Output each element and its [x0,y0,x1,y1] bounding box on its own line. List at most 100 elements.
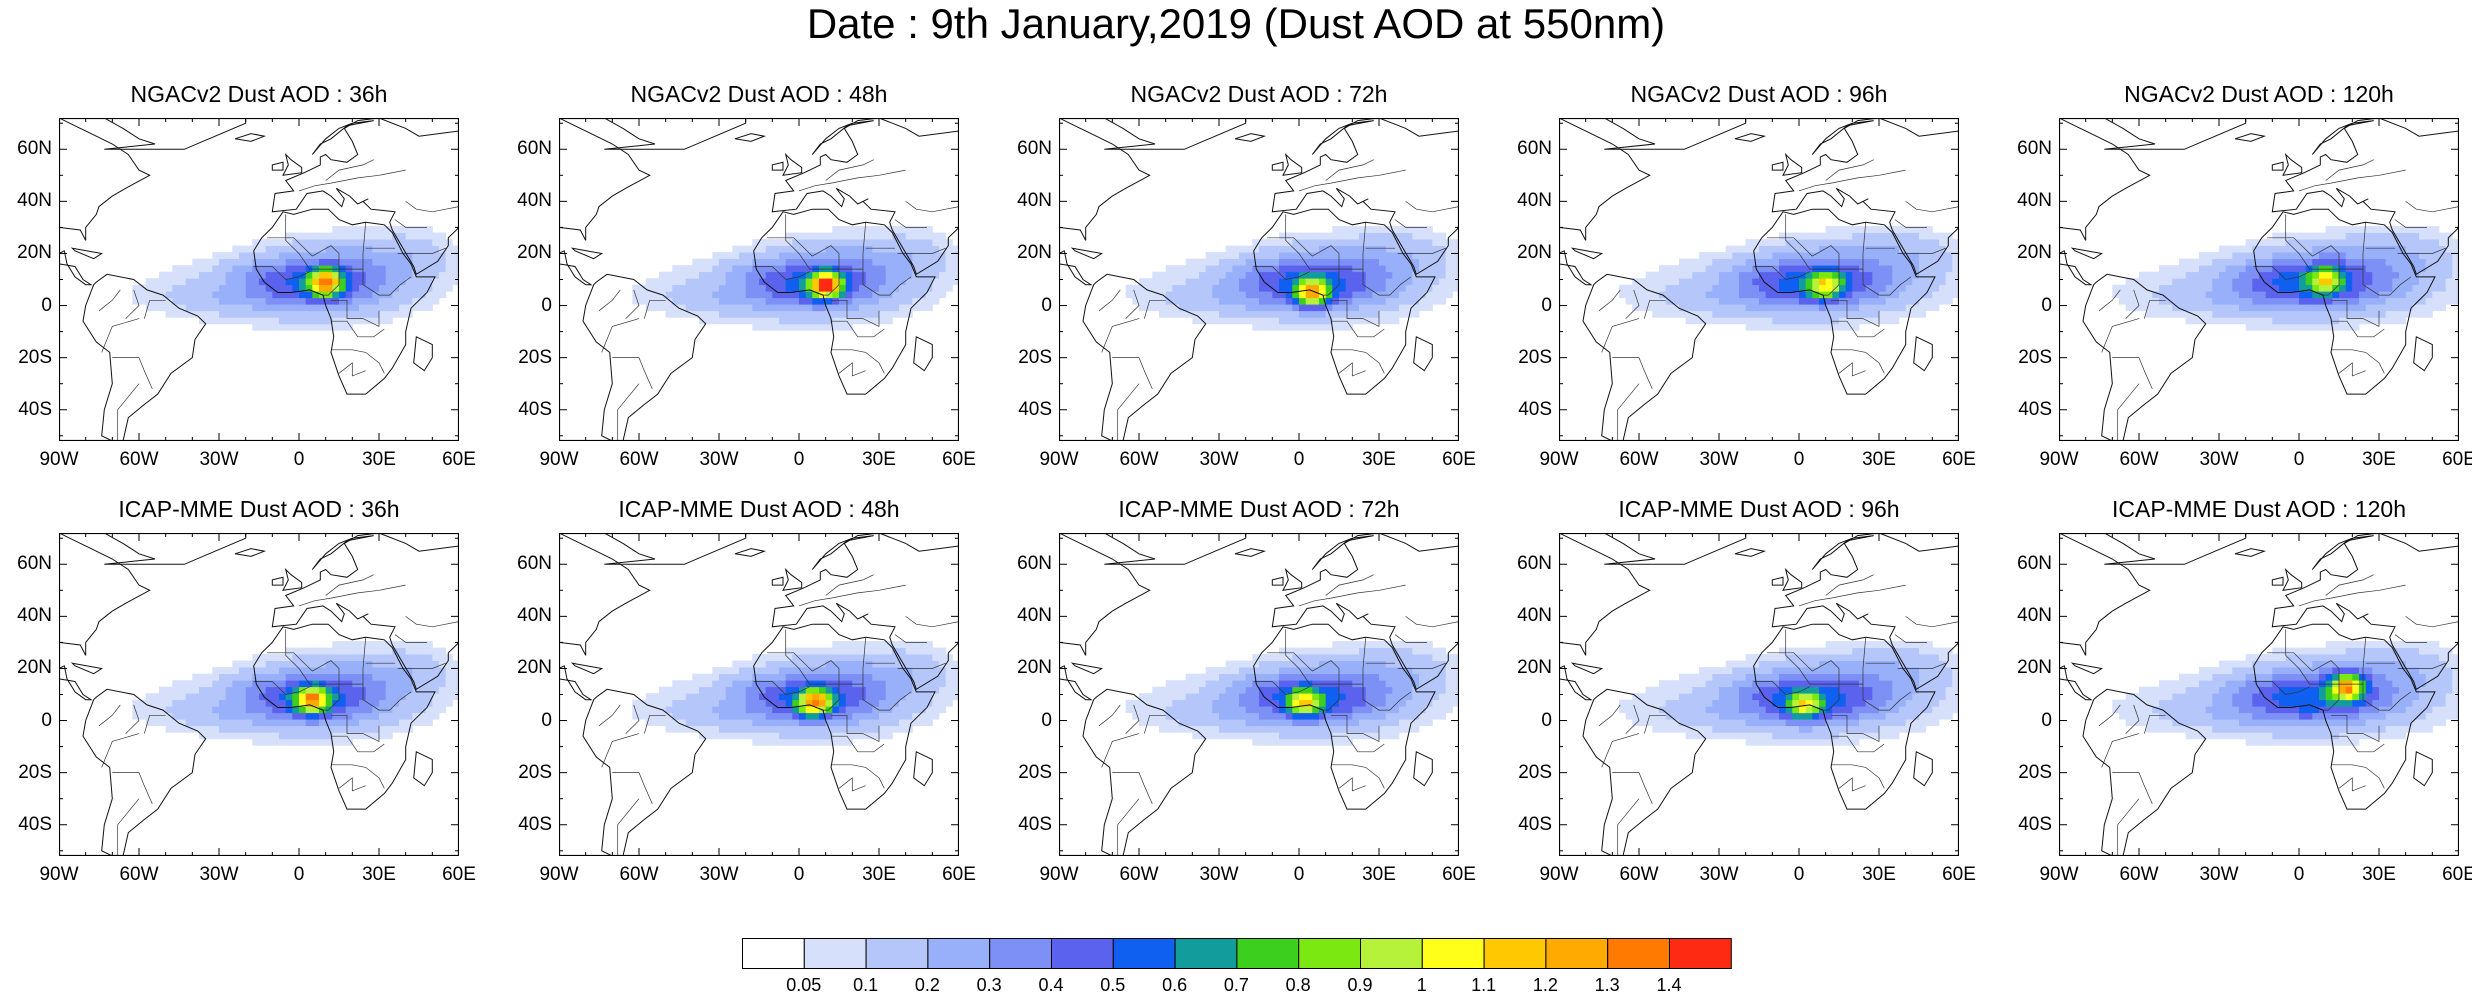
aod-cell [852,699,860,707]
aod-cell [1852,317,1860,325]
aod-cell [232,686,240,694]
aod-cell [319,732,327,740]
aod-cell [2345,297,2353,305]
aod-cell [312,232,320,240]
aod-cell [279,239,287,246]
aod-cell [1805,258,1813,266]
aod-cell [1265,297,1273,305]
aod-cell [265,738,273,746]
aod-cell [2232,278,2240,286]
aod-cell [1265,284,1273,292]
aod-cell [445,699,453,707]
aod-cell [325,271,333,279]
aod-cell [179,265,187,273]
aod-cell [1852,232,1860,240]
aod-cell [2172,310,2180,318]
aod-cell [765,732,773,740]
aod-cell [1339,310,1347,318]
aod-cell [1145,304,1153,312]
aod-cell [879,317,887,325]
aod-cell [2292,317,2300,325]
aod-cell [1452,252,1459,259]
aod-cell [399,310,407,318]
aod-cell [892,291,900,299]
aod-cell [352,641,360,648]
aod-cell [632,297,640,305]
aod-cell [2245,310,2253,318]
aod-cell [199,699,207,707]
aod-cell [825,323,833,331]
country-border [831,714,880,742]
aod-cell [905,284,913,292]
aod-cell [2325,297,2333,305]
aod-cell [292,310,300,318]
aod-cell [272,271,280,279]
aod-cell [1725,245,1733,253]
aod-cell [792,680,800,688]
aod-cell [405,226,413,233]
aod-cell [2412,310,2420,318]
country-border [831,735,885,753]
aod-cell [225,271,233,279]
aod-cell [1172,265,1180,273]
aod-cell [1312,323,1320,331]
aod-cell [1439,278,1447,286]
aod-cell [412,284,420,292]
aod-cell [1152,712,1160,720]
aod-cell [219,258,227,266]
aod-cell [1245,278,1253,286]
aod-cell [1859,265,1867,273]
aod-cell [272,310,280,318]
aod-cell [892,641,900,648]
aod-cell [1872,291,1880,299]
aod-cell [2285,310,2293,318]
aod-cell [1319,232,1327,240]
aod-cell [1932,304,1940,312]
aod-cell [1339,265,1347,273]
aod-cell [2405,239,2413,246]
aod-cell [2225,258,2233,266]
aod-cell [825,693,833,701]
country-border [98,289,121,312]
aod-cell [892,712,900,720]
aod-cell [412,667,420,674]
aod-cell [332,297,340,305]
aod-cell [1219,278,1227,286]
aod-cell [2272,297,2280,305]
aod-cell [1812,271,1820,279]
aod-cell [2345,265,2353,273]
aod-cell [2272,323,2280,331]
aod-cell [279,667,287,674]
aod-cell [1685,265,1693,273]
aod-cell [245,317,253,325]
aod-cell [1299,284,1307,292]
coastline [1271,118,1459,276]
aod-cell [1805,245,1813,253]
lat-label: 40N [517,190,552,212]
aod-cell [339,252,347,259]
aod-cell [292,732,300,740]
aod-cell [1819,232,1827,240]
aod-cell [1259,252,1267,259]
aod-cell [312,310,320,318]
aod-cell [2205,265,2213,273]
aod-cell [1885,258,1893,266]
aod-cell [439,654,447,661]
aod-cell [1339,284,1347,292]
aod-cell [1325,317,1333,325]
aod-cell [332,693,340,701]
aod-cell [905,647,913,655]
aod-cell [725,732,733,740]
aod-cell [2199,271,2207,279]
aod-cell [279,323,287,331]
aod-cell [379,226,387,233]
aod-cell [945,284,953,292]
aod-cell [1792,265,1800,273]
aod-cell [759,654,767,661]
aod-cell [192,278,200,286]
aod-cell [339,310,347,318]
aod-cell [739,245,747,253]
aod-cell [2172,271,2180,279]
aod-cell [912,680,920,688]
aod-cell [2352,284,2360,292]
